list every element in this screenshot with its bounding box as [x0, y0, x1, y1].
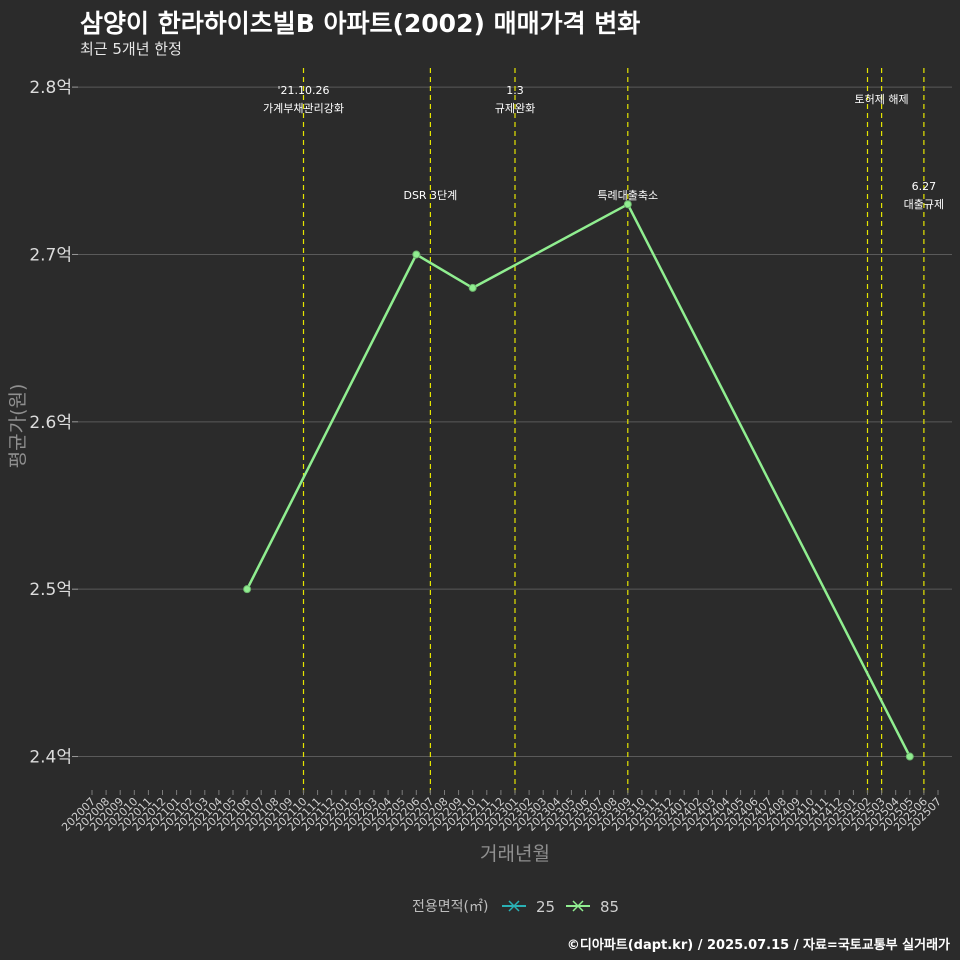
y-tick-label: 2.7억: [29, 245, 72, 265]
data-point: [412, 250, 421, 259]
legend-label-25: 25: [536, 898, 555, 916]
legend-label-85: 85: [600, 898, 619, 916]
y-tick-label: 2.4억: [29, 748, 72, 768]
event-annotation-sub: 대출규제: [904, 198, 944, 211]
event-annotation: 6.27: [912, 180, 937, 193]
x-axis-title: 거래년월: [480, 843, 550, 865]
event-annotation-sub: 규제완화: [495, 102, 535, 115]
event-annotation: 1.3: [506, 84, 524, 97]
legend-title: 전용면적(㎡): [412, 899, 488, 915]
event-annotation-sub: 가계부채관리강화: [263, 102, 344, 115]
event-annotation: 특례대출축소: [597, 189, 658, 202]
event-annotation: 토허제 해제: [855, 92, 909, 106]
source-footer: ©디아파트(dapt.kr) / 2025.07.15 / 자료=국토교통부 실…: [566, 938, 950, 953]
y-axis-title: 평균가(원): [7, 384, 29, 469]
legend-key-mark: [572, 900, 584, 912]
event-annotation: '21.10.26: [277, 84, 329, 97]
data-point: [243, 585, 252, 594]
y-tick-label: 2.5억: [29, 580, 72, 600]
series-line-85: [245, 203, 911, 758]
data-point: [468, 283, 477, 292]
data-point: [623, 200, 632, 209]
legend-key-mark: [508, 900, 520, 912]
chart-subtitle: 최근 5개년 한정: [80, 40, 182, 58]
event-annotation: DSR 3단계: [403, 189, 457, 202]
y-tick-label: 2.8억: [29, 78, 72, 98]
data-point: [905, 752, 914, 761]
chart-title: 삼양이 한라하이츠빌B 아파트(2002) 매매가격 변화: [80, 9, 641, 38]
y-tick-label: 2.6억: [29, 413, 72, 433]
